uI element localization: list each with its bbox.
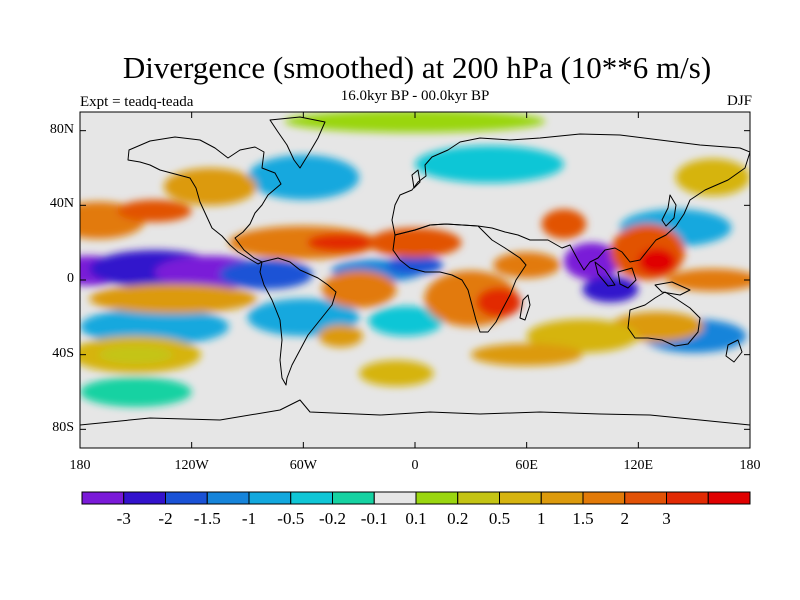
coast-africa [392, 223, 527, 333]
coast-borneo [617, 267, 637, 289]
lon-label: 0 [411, 458, 419, 473]
field-blob-23 [321, 270, 397, 309]
colorbar-swatch [540, 491, 584, 505]
field-blob-32 [638, 248, 676, 275]
field-blob-22 [307, 233, 375, 253]
map-subtitle: 16.0kyr BP - 00.0kyr BP [340, 88, 490, 104]
field-blob-35 [470, 343, 583, 366]
colorbar-label: 0.2 [447, 509, 469, 528]
colorbar-swatch [373, 491, 417, 505]
lon-label: 120E [623, 458, 654, 473]
lon-label: 180 [69, 458, 91, 473]
colorbar-swatch [123, 491, 166, 505]
lat-label: 80S [52, 420, 74, 436]
coast-britain [411, 169, 421, 189]
field-blob-38 [359, 360, 434, 387]
field-blob-24 [318, 324, 363, 348]
colorbar-label: -3 [116, 509, 131, 528]
coastlines [80, 116, 750, 426]
colorbar-swatch [707, 491, 751, 505]
colorbar-label: -0.5 [277, 509, 305, 528]
colorbar-swatch [582, 491, 626, 505]
coast-eurasia [391, 133, 750, 271]
lat-label: 40S [52, 345, 74, 361]
colorbar-swatch [81, 491, 125, 505]
colorbar-label: 0.1 [405, 509, 427, 528]
lon-label: 120W [174, 458, 209, 473]
coast-new-guinea [654, 281, 691, 296]
colorbar-swatch [624, 491, 667, 505]
field-blob-11 [415, 145, 564, 183]
colorbar-swatch [499, 491, 542, 505]
colorbar-label: -1 [241, 509, 257, 528]
field-blob-17 [117, 199, 192, 223]
field-blob-28 [476, 287, 522, 318]
lat-label: 80N [49, 121, 74, 137]
lon-label: 60E [515, 458, 538, 473]
colorbar [81, 491, 751, 505]
colorbar-swatch [666, 491, 709, 505]
map-panel [79, 111, 751, 449]
coast-madagascar [519, 294, 531, 321]
field-blob-18 [89, 283, 257, 314]
field-blob-7 [582, 276, 639, 303]
field-blob-20 [98, 345, 174, 364]
axis-ticks [79, 112, 751, 448]
field-blob-39 [284, 112, 546, 133]
colorbar-label: 0.5 [488, 509, 511, 528]
colorbar-label: -0.2 [319, 509, 346, 528]
colorbar-label: 3 [662, 509, 671, 528]
lon-label: 60W [289, 458, 317, 473]
colorbar-label: 1 [537, 509, 546, 528]
field-blob-15 [80, 377, 192, 407]
field-blob-12 [80, 308, 229, 346]
colorbar-label: -1.5 [193, 509, 221, 528]
coast-greenland [269, 116, 326, 169]
coast-australia [627, 291, 701, 347]
colorbar-swatch [457, 491, 500, 505]
divergence-field [80, 112, 750, 407]
field-blob-30 [541, 209, 587, 239]
coast-south-america [259, 257, 337, 386]
lat-label: 0 [67, 271, 74, 286]
field-blob-37 [675, 158, 750, 196]
lon-label: 180 [739, 458, 761, 473]
colorbar-swatch [332, 491, 375, 505]
colorbar-swatch [248, 491, 292, 505]
map-title: Divergence (smoothed) at 200 hPa (10**6 … [122, 50, 712, 85]
colorbar-label: -2 [158, 509, 173, 528]
field-blob-34 [526, 319, 639, 353]
field-blob-25 [368, 227, 462, 258]
colorbar-swatch [290, 491, 333, 505]
colorbar-swatch [165, 491, 208, 505]
field-blob-14 [368, 306, 443, 337]
field-blob-26 [163, 168, 257, 206]
field-blob-29 [493, 252, 561, 279]
coast-sumatra [594, 261, 616, 287]
season-label: DJF [726, 93, 752, 109]
colorbar-swatch [415, 491, 459, 505]
coast-new-zealand [725, 339, 743, 363]
colorbar-label: 1.5 [572, 509, 594, 528]
field-blob-36 [666, 268, 750, 292]
coast-antarctica [80, 399, 750, 426]
lat-label: 40N [49, 196, 74, 212]
coast-north-america [127, 136, 282, 265]
experiment-label: Expt = teadq-teada [80, 94, 194, 110]
colorbar-label: -0.1 [360, 509, 388, 528]
colorbar-label: 2 [620, 509, 630, 528]
coast-japan [661, 194, 677, 227]
colorbar-swatch [206, 491, 250, 505]
field-blob-3 [219, 259, 313, 290]
